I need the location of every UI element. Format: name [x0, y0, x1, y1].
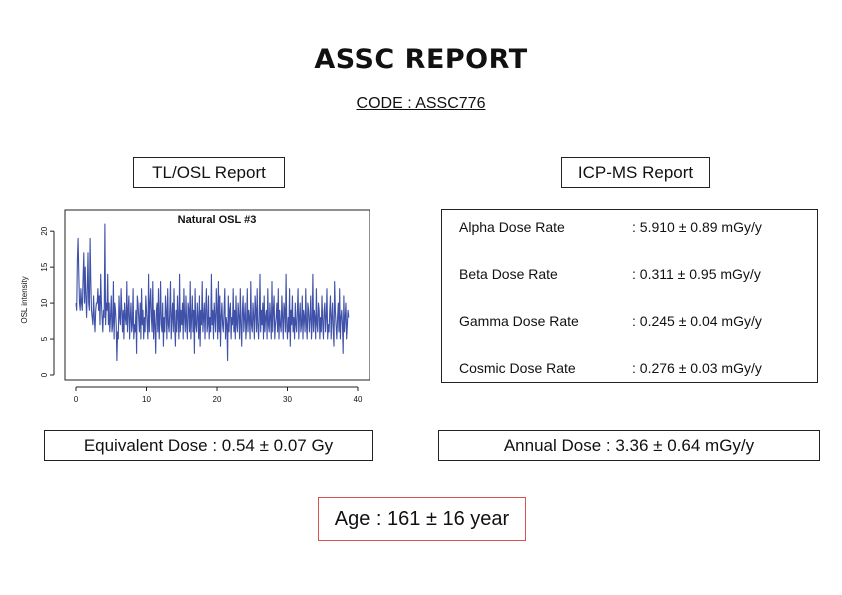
- dose-rate-name: Cosmic Dose Rate: [459, 360, 576, 376]
- equivalent-dose-box: Equivalent Dose : 0.54 ± 0.07 Gy: [44, 430, 373, 461]
- x-tick-label: 20: [213, 395, 222, 404]
- age-result-box: Age : 161 ± 16 year: [318, 497, 526, 541]
- dose-rate-value: : 0.276 ± 0.03 mGy/y: [632, 360, 762, 376]
- icpms-report-header: ICP-MS Report: [561, 157, 710, 188]
- report-code-text: CODE : ASSC776: [356, 95, 486, 112]
- x-tick-label: 10: [142, 395, 151, 404]
- dose-rate-value: : 5.910 ± 0.89 mGy/y: [632, 219, 762, 235]
- y-tick-label: 10: [40, 298, 49, 307]
- y-axis: 0 5 10 15 20: [40, 226, 55, 377]
- tlosl-report-header-text: TL/OSL Report: [152, 162, 266, 182]
- plot-frame: [64, 209, 370, 381]
- y-tick-label: 20: [40, 226, 49, 235]
- x-tick-label: 30: [283, 395, 292, 404]
- y-tick-label: 15: [40, 262, 49, 271]
- y-tick-label: 5: [40, 336, 49, 341]
- dose-rate-value: : 0.311 ± 0.95 mGy/y: [632, 266, 761, 282]
- age-result-text: Age : 161 ± 16 year: [334, 507, 510, 530]
- annual-dose-box: Annual Dose : 3.36 ± 0.64 mGy/y: [438, 430, 820, 461]
- report-title: ASSC REPORT: [314, 44, 528, 75]
- y-tick-label: 0: [40, 372, 49, 377]
- y-axis-label: OSL intensity: [20, 276, 29, 323]
- icpms-report-header-text: ICP-MS Report: [577, 162, 694, 182]
- icpms-dose-rate-table: Alpha Dose Rate : 5.910 ± 0.89 mGy/y Bet…: [441, 209, 818, 383]
- equivalent-dose-text: Equivalent Dose : 0.54 ± 0.07 Gy: [83, 435, 334, 455]
- report-code: CODE : ASSC776: [0, 95, 842, 113]
- osl-chart: Natural OSL #3 OSL intensity 0 10 20 30 40 0…: [20, 209, 370, 404]
- x-axis: 0 10 20 30 40: [74, 386, 363, 404]
- series-line: [75, 223, 350, 362]
- annual-dose-text: Annual Dose : 3.36 ± 0.64 mGy/y: [503, 435, 755, 455]
- chart-title: Natural OSL #3: [178, 214, 257, 226]
- tlosl-report-header: TL/OSL Report: [133, 157, 285, 188]
- x-tick-label: 0: [74, 395, 79, 404]
- dose-rate-value: : 0.245 ± 0.04 mGy/y: [632, 313, 762, 329]
- dose-rate-name: Alpha Dose Rate: [459, 219, 565, 235]
- dose-rate-name: Beta Dose Rate: [459, 266, 558, 282]
- x-tick-label: 40: [354, 395, 363, 404]
- dose-rate-name: Gamma Dose Rate: [459, 313, 579, 329]
